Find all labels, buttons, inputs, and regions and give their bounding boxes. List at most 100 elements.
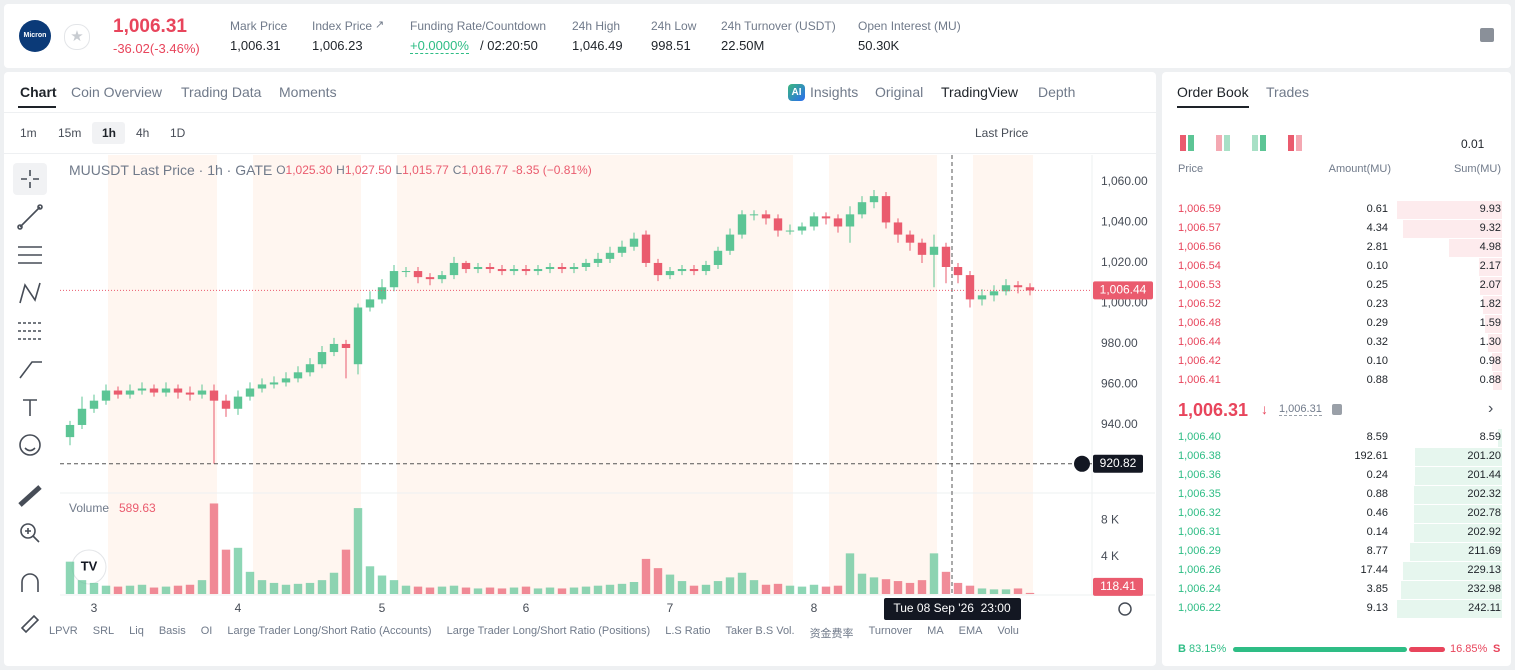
candle-body <box>365 299 375 308</box>
indicator[interactable]: Taker B.S Vol. <box>725 625 795 637</box>
volume-tick-label: 4 K <box>1101 549 1119 563</box>
settings-icon[interactable] <box>1118 602 1132 616</box>
candle-body <box>773 218 783 231</box>
indicator[interactable]: Basis <box>158 625 186 637</box>
ob-more[interactable]: › <box>1488 400 1494 417</box>
indicator[interactable]: SRL <box>92 625 115 637</box>
legend-part: 1,027.50 <box>345 163 392 177</box>
depth-bar <box>1498 429 1502 447</box>
ob-amount: 0.24 <box>1366 469 1388 481</box>
interval[interactable]: 1m <box>20 126 37 140</box>
indicator[interactable]: Volu <box>997 625 1019 637</box>
ob-view-icon[interactable] <box>1260 135 1266 151</box>
ratio-buy-letter: B <box>1178 643 1186 655</box>
view-tab[interactable]: Original <box>875 84 924 100</box>
ob-view-icon[interactable] <box>1224 135 1230 151</box>
view-tab[interactable]: TradingView <box>941 84 1019 100</box>
chart-tab[interactable]: Moments <box>279 84 337 100</box>
header-change: -36.02(-3.46%) <box>113 41 200 56</box>
crosshair-box <box>1093 454 1143 473</box>
x-tick-label: 6 <box>523 601 530 615</box>
volume-bar <box>485 587 495 594</box>
candle-body <box>485 266 495 270</box>
volume-bar <box>929 553 939 594</box>
interval[interactable]: 4h <box>136 126 150 140</box>
ob-view-icon[interactable] <box>1188 135 1194 151</box>
candle-body <box>557 266 567 270</box>
candle-body <box>65 424 75 438</box>
indicator[interactable]: Liq <box>129 625 144 637</box>
ob-view-icon[interactable] <box>1288 135 1294 151</box>
favorite-star[interactable]: ★ <box>64 24 90 50</box>
candle-body <box>317 352 327 365</box>
interval[interactable]: 15m <box>58 126 82 140</box>
ob-tab[interactable]: Trades <box>1266 84 1310 100</box>
candle-body <box>245 388 255 397</box>
interval[interactable]: 1D <box>170 126 186 140</box>
volume-bar <box>677 581 687 594</box>
price-source[interactable]: Last Price <box>975 126 1029 140</box>
volume-bar <box>989 589 999 594</box>
volume-bar <box>869 577 879 594</box>
volume-bar <box>65 561 75 594</box>
view-tab[interactable]: Depth <box>1038 84 1076 100</box>
indicator[interactable]: EMA <box>958 625 983 637</box>
candle-body <box>641 234 651 263</box>
indicator[interactable]: LPVR <box>49 625 78 637</box>
indicator[interactable]: L.S Ratio <box>665 625 711 637</box>
ob-amount: 9.13 <box>1366 602 1388 614</box>
chart-tab[interactable]: Trading Data <box>181 84 262 100</box>
indicator[interactable]: Large Trader Long/Short Ratio (Accounts) <box>227 625 432 637</box>
ob-tab[interactable]: Order Book <box>1177 84 1249 100</box>
stat-label: 24h Low <box>651 19 697 33</box>
volume-bar <box>497 588 507 594</box>
ob-view-icon[interactable] <box>1216 135 1222 151</box>
interval[interactable]: 1h <box>102 126 117 140</box>
indicator[interactable]: MA <box>927 625 944 637</box>
volume-bar <box>569 587 579 594</box>
view-tab[interactable]: Insights <box>810 84 859 100</box>
candle-body <box>821 216 831 219</box>
ob-price: 1,006.26 <box>1178 564 1221 576</box>
insights-icon: AI <box>788 84 805 101</box>
volume-bar <box>785 585 795 594</box>
ob-precision[interactable]: 0.01 <box>1461 137 1485 151</box>
volume-bar <box>473 588 483 594</box>
stat-value: 22.50M <box>721 38 765 53</box>
stat-value: 1,006.31 <box>230 38 281 53</box>
candle-body <box>689 269 699 272</box>
candle-body <box>113 390 123 395</box>
volume-bar <box>125 585 135 594</box>
header-icon[interactable] <box>1480 28 1494 42</box>
volume-bar <box>317 580 327 594</box>
volume-bar <box>557 588 567 594</box>
depth-bar <box>1403 220 1502 238</box>
volume-bar <box>437 586 447 594</box>
volume-bar <box>977 588 987 594</box>
ratio-sell-letter: S <box>1493 643 1501 655</box>
ob-view-icon[interactable] <box>1296 135 1302 151</box>
ob-view-icon[interactable] <box>1252 135 1258 151</box>
volume-bar <box>653 568 663 594</box>
volume-bar <box>629 581 639 594</box>
chart-tab[interactable]: Coin Overview <box>71 84 163 100</box>
x-tick-label: 8 <box>811 601 818 615</box>
logo: Micron <box>19 20 51 52</box>
indicator[interactable]: Turnover <box>868 625 913 637</box>
indicator[interactable]: Large Trader Long/Short Ratio (Positions… <box>446 625 651 637</box>
chart-tab[interactable]: Chart <box>20 84 57 100</box>
candle-body <box>977 295 987 300</box>
legend-part: 1,016.77 <box>461 163 508 177</box>
ob-col: Price <box>1178 163 1204 175</box>
candle-body <box>353 307 363 365</box>
indicator[interactable]: OI <box>200 625 213 637</box>
ob-view-icon[interactable] <box>1180 135 1186 151</box>
ob-price: 1,006.24 <box>1178 583 1221 595</box>
header-panel <box>4 4 1511 68</box>
ob-price: 1,006.42 <box>1178 355 1221 367</box>
indicator[interactable]: 资金费率 <box>809 628 854 640</box>
ob-sum: 202.78 <box>1467 507 1501 519</box>
x-tick-label: 3 <box>91 601 98 615</box>
ob-price: 1,006.56 <box>1178 241 1221 253</box>
ob-amount: 17.44 <box>1360 564 1388 576</box>
